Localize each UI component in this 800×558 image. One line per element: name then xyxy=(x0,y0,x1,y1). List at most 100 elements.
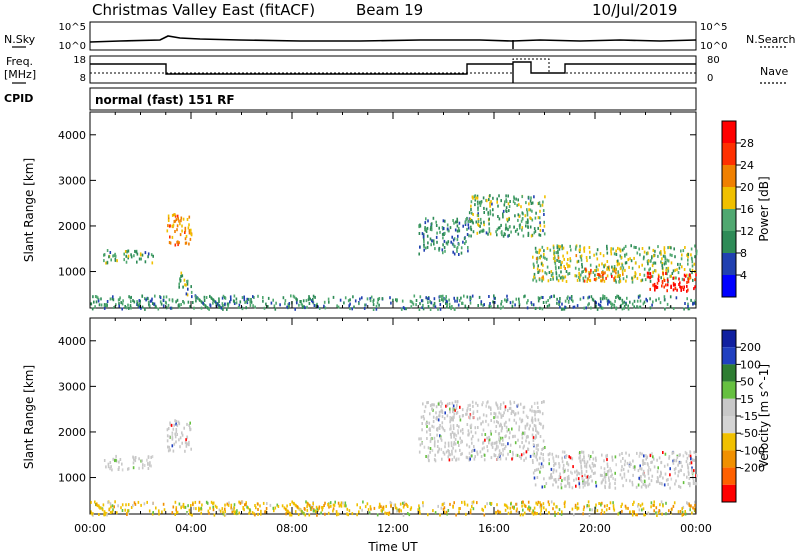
echo-cell xyxy=(549,296,551,300)
x-tick-label: 00:00 xyxy=(74,522,106,535)
echo-cell xyxy=(424,221,427,225)
echo-cell xyxy=(173,423,175,427)
echo-cell xyxy=(496,503,498,507)
echo-cell xyxy=(503,203,506,207)
echo-cell xyxy=(652,503,655,507)
echo-cell xyxy=(491,442,494,446)
echo-cell xyxy=(549,278,552,281)
echo-cell xyxy=(504,408,507,412)
echo-cell xyxy=(558,464,561,468)
echo-cell xyxy=(106,513,108,517)
echo-cell xyxy=(483,211,485,214)
echo-cell xyxy=(621,465,623,469)
nsearch-tick-low: 10^0 xyxy=(700,41,727,52)
echo-cell xyxy=(552,470,555,474)
echo-cell xyxy=(663,464,666,468)
echo-cell xyxy=(525,220,527,224)
echo-cell xyxy=(639,464,641,468)
echo-cell xyxy=(247,506,249,510)
velocity-cbar-tick: -15 xyxy=(740,410,758,423)
echo-cell xyxy=(470,228,473,232)
echo-cell xyxy=(535,410,538,414)
echo-cell xyxy=(653,509,655,513)
echo-cell xyxy=(181,441,183,445)
echo-cell xyxy=(575,477,578,481)
echo-cell xyxy=(192,301,194,304)
echo-cell xyxy=(471,505,473,508)
echo-cell xyxy=(559,276,562,280)
echo-cell xyxy=(444,231,446,235)
echo-cell xyxy=(448,450,450,453)
echo-cell xyxy=(626,275,628,279)
echo-cell xyxy=(529,216,531,220)
echo-cell xyxy=(471,294,474,298)
echo-cell xyxy=(623,246,625,250)
echo-cell xyxy=(507,202,510,206)
echo-cell xyxy=(603,265,605,269)
echo-cell xyxy=(533,264,535,268)
echo-cell xyxy=(659,503,661,507)
echo-cell xyxy=(390,504,392,508)
echo-cell xyxy=(505,200,508,203)
echo-cell xyxy=(339,503,342,507)
echo-cell xyxy=(493,411,495,415)
echo-cell xyxy=(612,501,614,505)
echo-cell xyxy=(454,228,457,232)
echo-cell xyxy=(222,512,225,516)
echo-cell xyxy=(691,268,694,272)
echo-cell xyxy=(366,297,369,301)
echo-cell xyxy=(654,261,657,265)
echo-cell xyxy=(581,476,584,480)
echo-cell xyxy=(686,501,688,505)
echo-cell xyxy=(118,466,120,469)
echo-cell xyxy=(454,408,456,412)
echo-cell xyxy=(624,244,627,248)
echo-cell xyxy=(691,475,694,479)
echo-cell xyxy=(413,294,416,298)
echo-cell xyxy=(477,202,479,206)
echo-cell xyxy=(349,307,351,311)
echo-cell xyxy=(531,420,534,424)
velocity-cbar-swatch xyxy=(722,433,736,451)
echo-cell xyxy=(617,296,620,300)
echo-cell xyxy=(527,448,530,451)
echo-cell xyxy=(576,260,579,264)
echo-cell xyxy=(117,468,120,471)
echo-cell xyxy=(173,220,176,223)
echo-cell xyxy=(97,297,100,301)
echo-cell xyxy=(476,501,478,505)
echo-cell xyxy=(530,196,532,200)
echo-cell xyxy=(666,278,669,282)
echo-cell xyxy=(466,233,469,236)
echo-cell xyxy=(163,508,166,512)
echo-cell xyxy=(511,457,513,461)
nsky-tick-low: 10^0 xyxy=(59,41,86,52)
echo-cell xyxy=(184,241,187,245)
echo-cell xyxy=(684,450,687,454)
freq-trace xyxy=(90,61,696,83)
echo-cell xyxy=(539,456,542,460)
echo-cell xyxy=(370,507,372,511)
echo-cell xyxy=(134,502,137,506)
echo-cell xyxy=(643,267,646,271)
echo-cell xyxy=(613,278,615,282)
echo-cell xyxy=(569,296,571,300)
echo-cell xyxy=(650,275,652,279)
echo-cell xyxy=(589,255,591,259)
echo-cell xyxy=(590,295,593,299)
echo-cell xyxy=(563,477,566,481)
echo-cell xyxy=(581,458,584,462)
echo-cell xyxy=(687,253,689,256)
echo-cell xyxy=(390,301,392,305)
echo-cell xyxy=(482,401,484,405)
echo-cell xyxy=(308,295,310,299)
echo-cell xyxy=(210,500,213,504)
echo-cell xyxy=(693,301,695,305)
echo-cell xyxy=(506,429,509,433)
echo-cell xyxy=(577,259,580,263)
echo-cell xyxy=(661,266,664,270)
power-cbar-tick: 20 xyxy=(740,181,754,194)
echo-cell xyxy=(664,472,667,476)
echo-cell xyxy=(589,466,592,470)
echo-cell xyxy=(531,409,533,413)
